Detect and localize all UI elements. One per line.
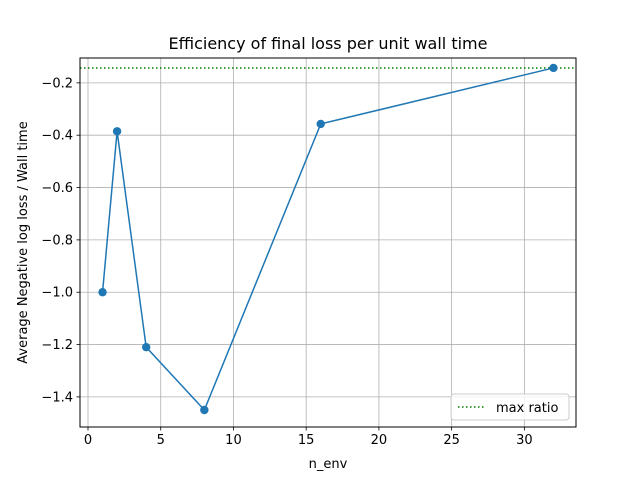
data-point bbox=[549, 63, 558, 73]
legend-box bbox=[450, 393, 570, 421]
series bbox=[98, 63, 558, 415]
x-axis-ticks: 0 5 10 15 20 25 30 bbox=[84, 427, 533, 448]
y-axis-label: Average Negative log loss / Wall time bbox=[16, 121, 31, 363]
x-tick-label: 30 bbox=[516, 433, 533, 448]
x-axis-label: n_env bbox=[309, 457, 348, 472]
data-point bbox=[200, 405, 209, 415]
grid bbox=[80, 58, 576, 427]
legend: max ratio bbox=[450, 393, 570, 421]
y-tick-label: −0.6 bbox=[41, 181, 73, 196]
x-tick-label: 15 bbox=[298, 433, 315, 448]
chart-title: Efficiency of final loss per unit wall t… bbox=[169, 34, 488, 53]
x-tick-label: 5 bbox=[157, 433, 165, 448]
x-tick-label: 25 bbox=[443, 433, 460, 448]
y-tick-label: −0.2 bbox=[41, 76, 73, 91]
x-tick-label: 0 bbox=[84, 433, 92, 448]
x-tick-label: 10 bbox=[225, 433, 242, 448]
plot-frame bbox=[79, 57, 577, 428]
y-tick-label: −0.4 bbox=[41, 129, 73, 144]
data-point bbox=[112, 127, 122, 136]
y-axis-ticks: −1.4 −1.2 −1.0 −0.8 −0.6 −0.4 −0.2 bbox=[41, 76, 80, 405]
x-tick-label: 20 bbox=[371, 433, 388, 448]
data-point bbox=[316, 119, 325, 129]
series-line bbox=[101, 67, 554, 412]
y-tick-label: −0.8 bbox=[41, 233, 73, 248]
legend-label-max-ratio: max ratio bbox=[496, 401, 558, 416]
y-tick-label: −1.4 bbox=[41, 390, 73, 405]
data-point bbox=[141, 342, 151, 352]
y-tick-label: −1.2 bbox=[41, 338, 73, 353]
y-tick-label: −1.0 bbox=[41, 286, 73, 301]
data-point bbox=[98, 288, 107, 297]
